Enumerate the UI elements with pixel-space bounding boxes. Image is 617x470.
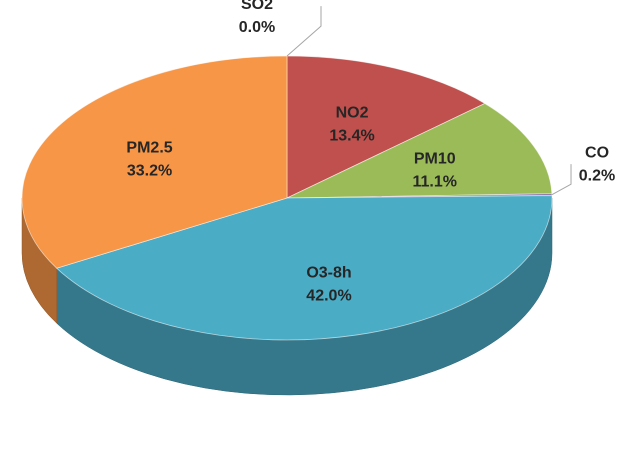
- slice-name: CO: [585, 144, 609, 161]
- leader-line: [551, 164, 572, 196]
- slice: [55, 195, 553, 341]
- slice-value: 13.4%: [329, 127, 374, 144]
- slice: [286, 103, 553, 199]
- slice-value: 0.0%: [239, 19, 275, 36]
- slice-name: NO2: [336, 104, 369, 121]
- slice-name: O3-8h: [306, 264, 351, 281]
- leader-line: [286, 6, 322, 57]
- slice-name: PM2.5: [126, 139, 172, 156]
- slice: [286, 55, 486, 199]
- slice: [21, 55, 288, 269]
- slice-value: 0.2%: [579, 167, 615, 184]
- slice-value: 42.0%: [306, 287, 351, 304]
- slice-value: 11.1%: [412, 174, 456, 191]
- slice-name: PM10: [414, 151, 456, 168]
- slice-value: 33.2%: [127, 162, 172, 179]
- slice-name: SO2: [241, 0, 273, 13]
